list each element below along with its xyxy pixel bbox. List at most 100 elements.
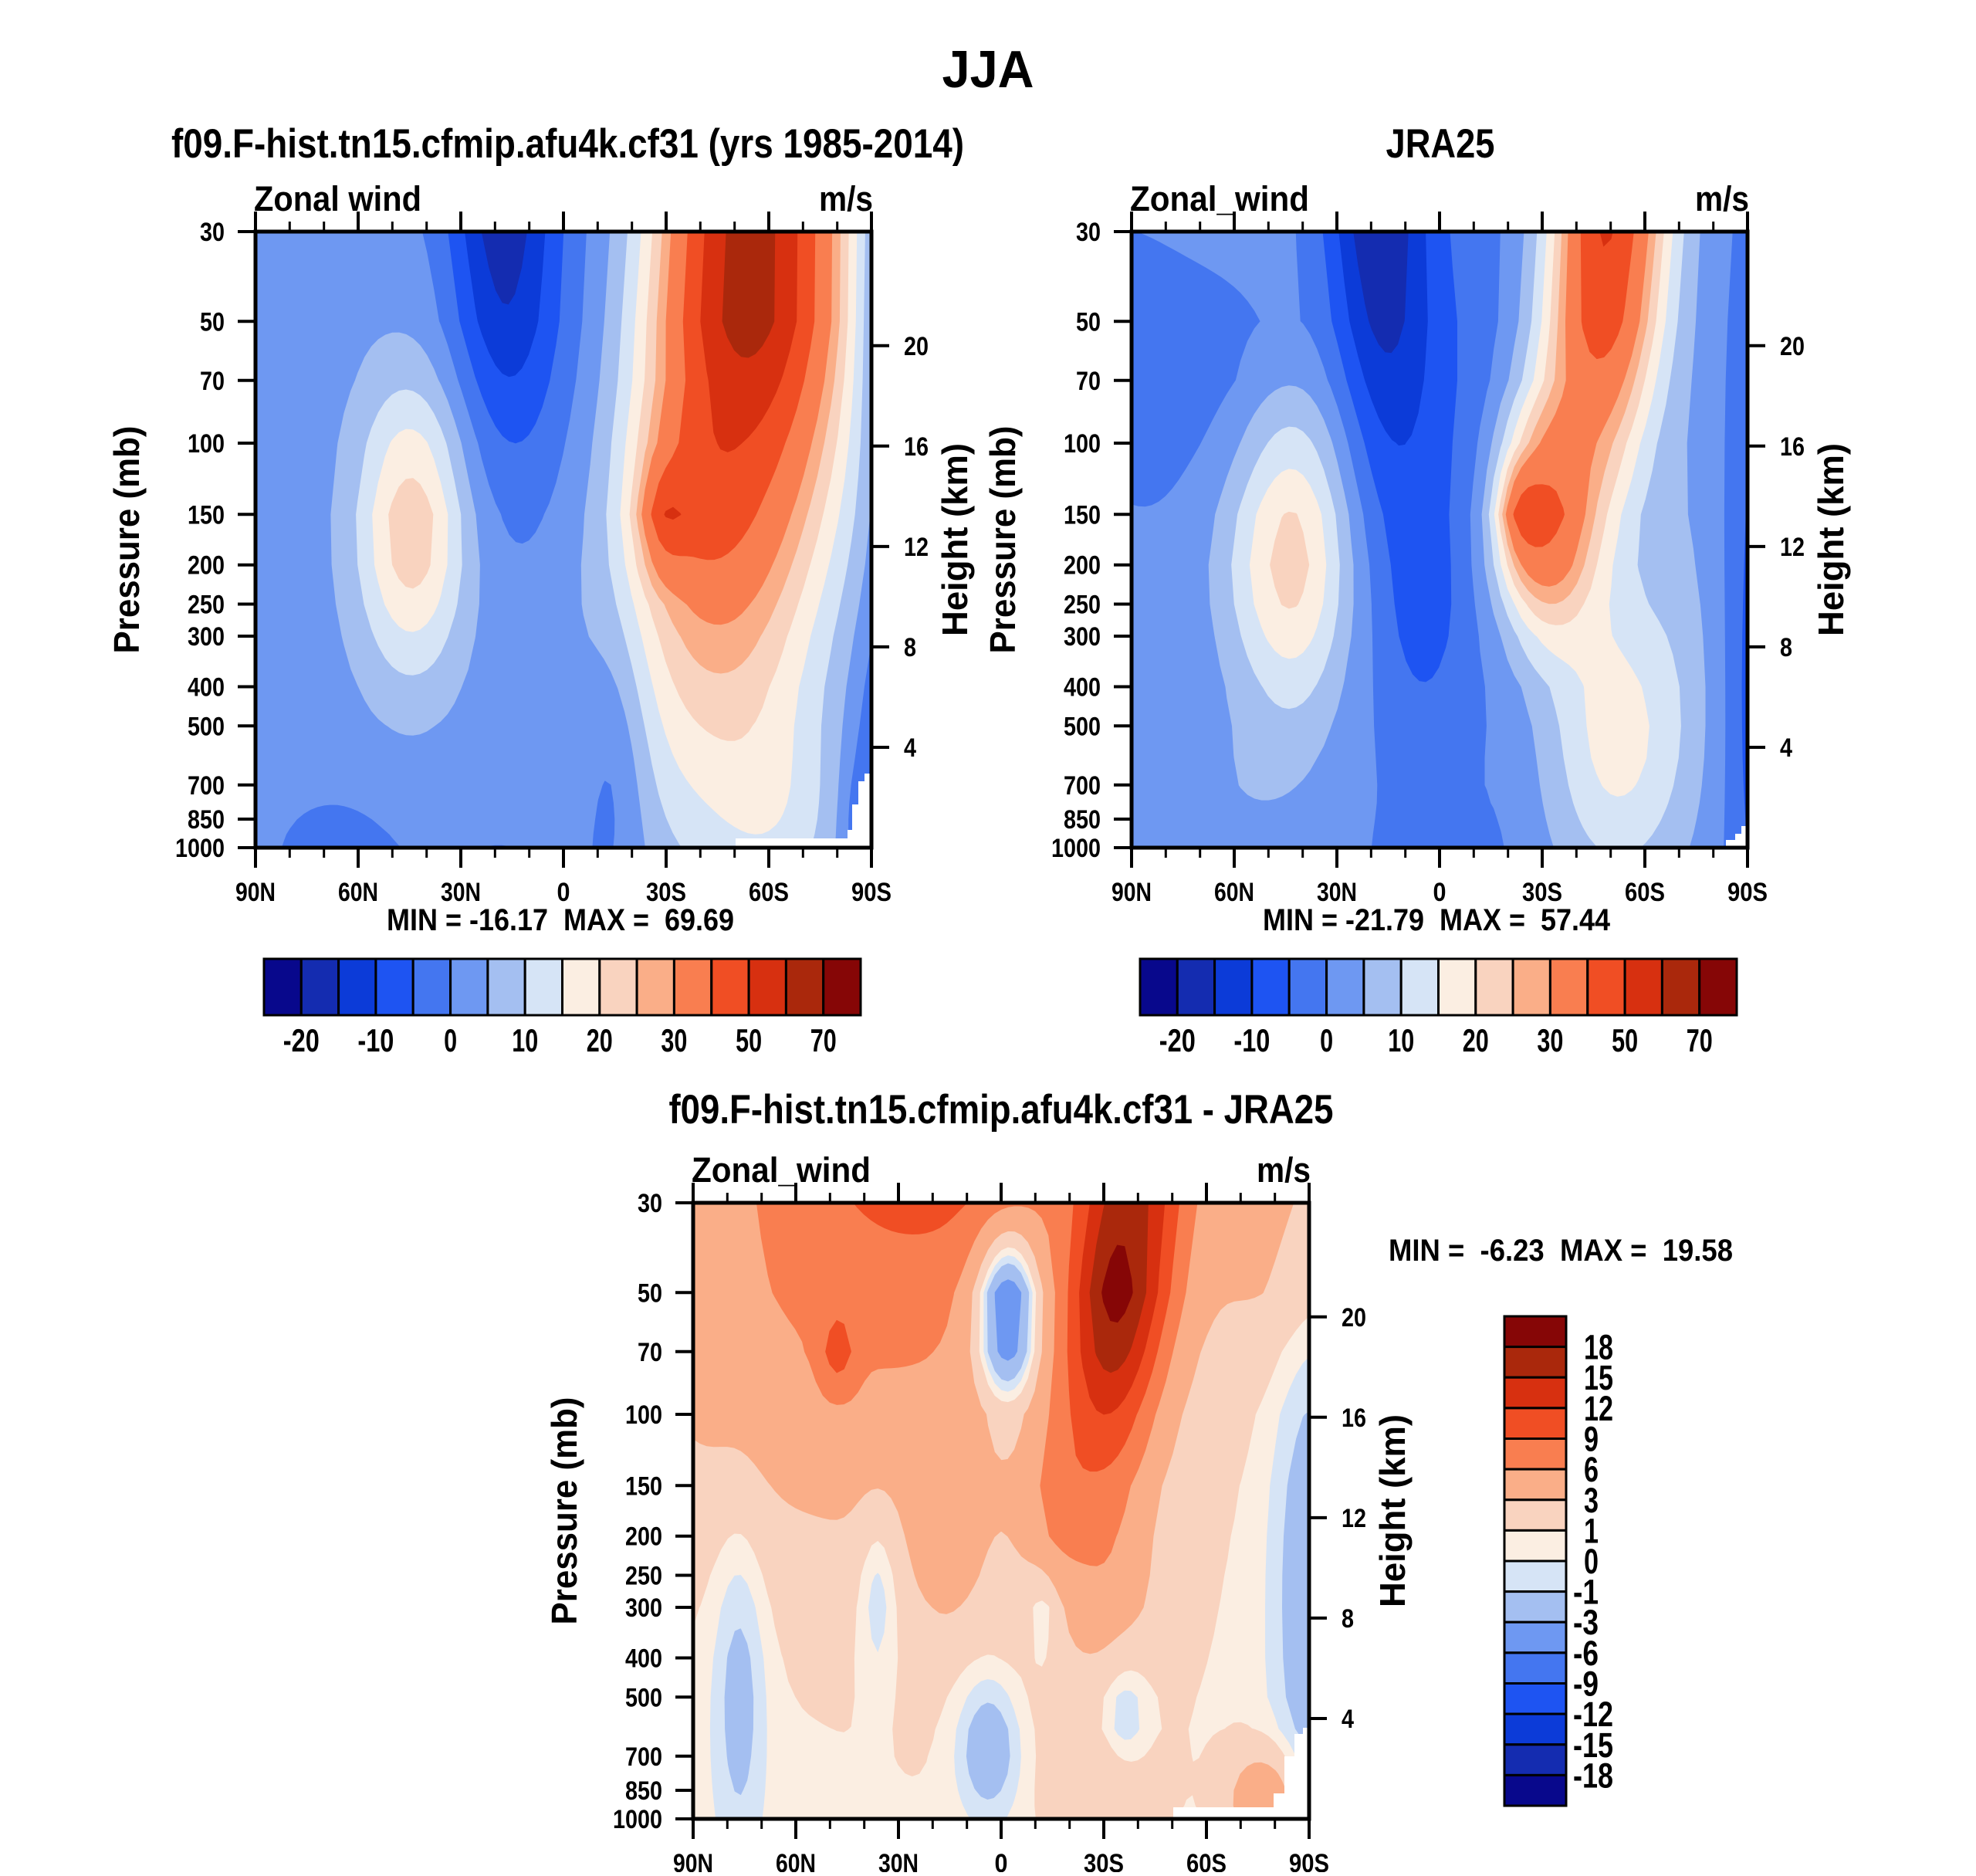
svg-text:150: 150 xyxy=(1064,500,1101,530)
svg-text:-6: -6 xyxy=(1573,1634,1599,1673)
svg-text:100: 100 xyxy=(625,1400,662,1430)
svg-text:250: 250 xyxy=(1064,591,1101,620)
svg-text:1000: 1000 xyxy=(613,1805,662,1834)
svg-text:Zonal_wind: Zonal_wind xyxy=(1130,179,1309,218)
svg-text:60N: 60N xyxy=(338,878,378,907)
svg-text:90N: 90N xyxy=(673,1849,713,1872)
svg-text:10: 10 xyxy=(1388,1022,1414,1058)
svg-text:500: 500 xyxy=(1064,712,1101,741)
svg-text:50: 50 xyxy=(736,1022,762,1058)
svg-text:8: 8 xyxy=(1342,1604,1354,1634)
svg-text:8: 8 xyxy=(904,633,916,662)
svg-text:20: 20 xyxy=(904,332,929,361)
svg-text:-18: -18 xyxy=(1573,1756,1613,1795)
svg-text:MIN = -16.17 MAX = 69.69: MIN = -16.17 MAX = 69.69 xyxy=(387,903,734,937)
svg-text:20: 20 xyxy=(1780,332,1805,361)
svg-text:0: 0 xyxy=(444,1022,457,1058)
svg-text:90S: 90S xyxy=(1289,1849,1329,1872)
svg-text:m/s: m/s xyxy=(1695,179,1749,218)
svg-text:-10: -10 xyxy=(357,1022,394,1058)
svg-text:16: 16 xyxy=(904,432,929,462)
svg-text:Height (km): Height (km) xyxy=(1372,1414,1413,1607)
svg-text:90N: 90N xyxy=(235,878,276,907)
svg-text:4: 4 xyxy=(904,733,916,763)
svg-text:18: 18 xyxy=(1584,1328,1613,1367)
svg-text:700: 700 xyxy=(1064,771,1101,801)
svg-text:300: 300 xyxy=(188,622,225,652)
svg-text:500: 500 xyxy=(625,1683,662,1712)
svg-text:50: 50 xyxy=(200,307,225,337)
svg-text:60S: 60S xyxy=(1186,1849,1227,1872)
svg-text:30: 30 xyxy=(638,1189,662,1218)
svg-text:60S: 60S xyxy=(749,878,789,907)
svg-text:16: 16 xyxy=(1342,1404,1366,1433)
svg-text:30S: 30S xyxy=(1522,878,1562,907)
svg-text:70: 70 xyxy=(1076,367,1101,396)
svg-text:90S: 90S xyxy=(851,878,892,907)
svg-text:100: 100 xyxy=(1064,429,1101,459)
svg-text:250: 250 xyxy=(188,591,225,620)
svg-text:60N: 60N xyxy=(776,1849,816,1872)
svg-text:0: 0 xyxy=(1584,1542,1599,1581)
svg-text:m/s: m/s xyxy=(1257,1150,1311,1190)
svg-text:-9: -9 xyxy=(1573,1664,1599,1704)
svg-text:50: 50 xyxy=(638,1278,662,1308)
svg-text:30S: 30S xyxy=(646,878,686,907)
svg-text:90S: 90S xyxy=(1727,878,1768,907)
svg-text:4: 4 xyxy=(1780,733,1792,763)
svg-text:8: 8 xyxy=(1780,633,1792,662)
svg-text:12: 12 xyxy=(904,533,929,562)
svg-text:850: 850 xyxy=(1064,805,1101,835)
svg-text:70: 70 xyxy=(810,1022,837,1058)
svg-text:9: 9 xyxy=(1584,1420,1599,1459)
svg-text:150: 150 xyxy=(625,1471,662,1501)
svg-text:-12: -12 xyxy=(1573,1695,1613,1734)
svg-text:70: 70 xyxy=(1687,1022,1713,1058)
svg-text:20: 20 xyxy=(587,1022,613,1058)
svg-text:16: 16 xyxy=(1780,432,1805,462)
svg-text:Pressure (mb): Pressure (mb) xyxy=(544,1397,584,1625)
svg-text:0: 0 xyxy=(557,878,570,907)
svg-text:30: 30 xyxy=(200,218,225,247)
svg-text:500: 500 xyxy=(188,712,225,741)
svg-text:10: 10 xyxy=(512,1022,538,1058)
svg-text:6: 6 xyxy=(1584,1450,1599,1489)
svg-text:70: 70 xyxy=(638,1338,662,1367)
svg-text:Pressure (mb): Pressure (mb) xyxy=(107,426,147,654)
svg-text:-20: -20 xyxy=(283,1022,320,1058)
svg-text:1: 1 xyxy=(1584,1511,1599,1550)
svg-text:12: 12 xyxy=(1780,533,1805,562)
svg-text:30: 30 xyxy=(1537,1022,1563,1058)
svg-text:30: 30 xyxy=(661,1022,687,1058)
svg-text:30N: 30N xyxy=(878,1849,919,1872)
svg-text:700: 700 xyxy=(625,1742,662,1772)
svg-text:0: 0 xyxy=(1433,878,1446,907)
svg-text:15: 15 xyxy=(1584,1358,1613,1397)
svg-text:-15: -15 xyxy=(1573,1725,1613,1765)
svg-text:JRA25: JRA25 xyxy=(1386,121,1495,167)
svg-text:30S: 30S xyxy=(1084,1849,1124,1872)
svg-text:50: 50 xyxy=(1612,1022,1638,1058)
svg-text:Height (km): Height (km) xyxy=(935,443,975,636)
svg-text:30: 30 xyxy=(1076,218,1101,247)
svg-text:MIN = -21.79 MAX = 57.44: MIN = -21.79 MAX = 57.44 xyxy=(1263,903,1611,937)
svg-text:Zonal_wind: Zonal_wind xyxy=(692,1150,871,1190)
svg-text:400: 400 xyxy=(188,673,225,703)
svg-text:f09.F-hist.tn15.cfmip.afu4k.cf: f09.F-hist.tn15.cfmip.afu4k.cf31 - JRA25 xyxy=(669,1087,1334,1133)
svg-text:0: 0 xyxy=(1320,1022,1333,1058)
svg-text:MIN = -6.23 MAX = 19.58: MIN = -6.23 MAX = 19.58 xyxy=(1389,1234,1733,1268)
svg-text:-1: -1 xyxy=(1573,1573,1599,1612)
svg-text:20: 20 xyxy=(1342,1303,1366,1333)
svg-text:4: 4 xyxy=(1342,1705,1354,1734)
svg-text:30N: 30N xyxy=(1317,878,1357,907)
svg-text:850: 850 xyxy=(625,1776,662,1806)
svg-text:250: 250 xyxy=(625,1562,662,1591)
svg-text:150: 150 xyxy=(188,500,225,530)
svg-text:400: 400 xyxy=(625,1644,662,1674)
svg-text:-20: -20 xyxy=(1159,1022,1196,1058)
svg-text:1000: 1000 xyxy=(175,834,225,863)
svg-text:90N: 90N xyxy=(1112,878,1152,907)
svg-text:12: 12 xyxy=(1584,1389,1613,1428)
svg-text:50: 50 xyxy=(1076,307,1101,337)
svg-text:JJA: JJA xyxy=(942,40,1034,99)
